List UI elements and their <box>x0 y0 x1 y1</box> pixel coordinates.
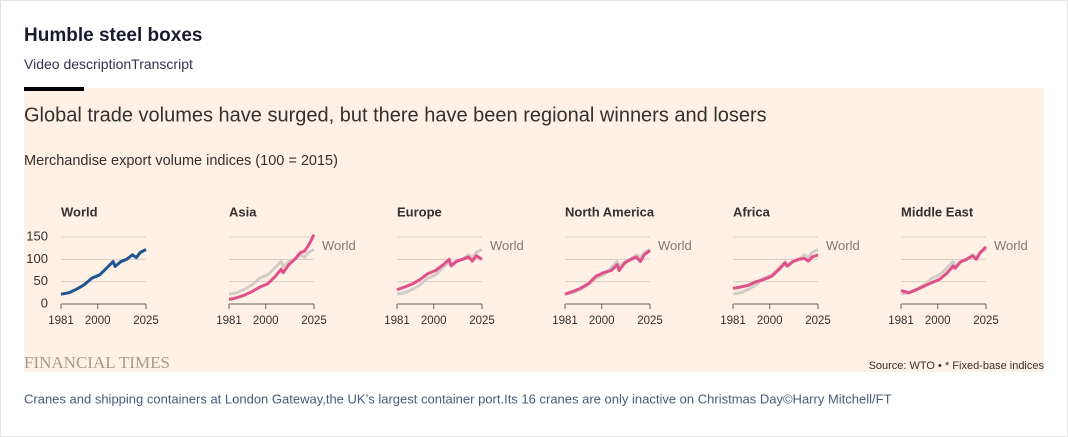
panel-title: North America <box>565 204 655 219</box>
x-tick-label: 1981 <box>888 315 914 327</box>
figure-panel <box>24 88 1044 372</box>
y-tick-label: 0 <box>41 295 48 310</box>
y-tick-label: 50 <box>34 273 48 288</box>
x-tick-label: 2025 <box>805 315 831 327</box>
accent-bar <box>24 87 84 91</box>
x-tick-label: 2000 <box>253 315 279 327</box>
tab[interactable]: Transcript <box>131 56 193 72</box>
x-tick-label: 2025 <box>469 315 495 327</box>
x-tick-label: 2000 <box>589 315 615 327</box>
x-tick-label: 2000 <box>925 315 951 327</box>
series-label: World <box>826 238 860 253</box>
y-tick-label: 150 <box>26 228 48 243</box>
series-line <box>228 248 315 296</box>
figure-title: Global trade volumes have surged, but th… <box>24 104 767 126</box>
x-tick-label: 2000 <box>421 315 447 327</box>
panel-title: Africa <box>733 204 771 219</box>
logo: FINANCIAL TIMES <box>24 353 170 372</box>
tabs[interactable]: Video descriptionTranscript <box>24 56 193 72</box>
x-tick-label: 2000 <box>85 315 111 327</box>
caption: Cranes and shipping containers at London… <box>24 391 892 406</box>
series-label: World <box>994 238 1028 253</box>
figure-subtitle: Merchandise export volume indices (100 =… <box>24 153 338 169</box>
series-line <box>900 245 988 295</box>
page-title: Humble steel boxes <box>24 25 202 46</box>
series-label: World <box>322 238 356 253</box>
series-line <box>228 234 316 301</box>
x-tick-label: 2000 <box>757 315 783 327</box>
charts: World 0 50 100 150 1981 2000 2025 Asia 1981 2000 20… <box>26 204 1027 327</box>
panel-title: Middle East <box>901 204 974 219</box>
x-tick-label: 2025 <box>637 315 663 327</box>
x-tick-label: 1981 <box>720 315 746 327</box>
x-tick-label: 1981 <box>384 315 410 327</box>
source: Source: WTO • * Fixed-base indices <box>869 360 1045 372</box>
series-line <box>564 249 651 296</box>
series-line <box>732 253 819 290</box>
series-line <box>396 254 483 292</box>
panel-title: Asia <box>229 204 257 219</box>
series-label: World <box>490 238 524 253</box>
x-tick-label: 2025 <box>133 315 159 327</box>
panel-title: Europe <box>397 204 442 219</box>
series-label: World <box>658 238 692 253</box>
x-tick-label: 2025 <box>973 315 999 327</box>
x-tick-label: 1981 <box>216 315 242 327</box>
series-line <box>60 248 147 296</box>
x-tick-label: 1981 <box>48 315 74 327</box>
x-tick-label: 1981 <box>552 315 578 327</box>
x-tick-label: 2025 <box>301 315 327 327</box>
panel-title: World <box>61 204 98 219</box>
y-tick-label: 100 <box>26 251 48 266</box>
tab[interactable]: Video description <box>24 56 131 72</box>
